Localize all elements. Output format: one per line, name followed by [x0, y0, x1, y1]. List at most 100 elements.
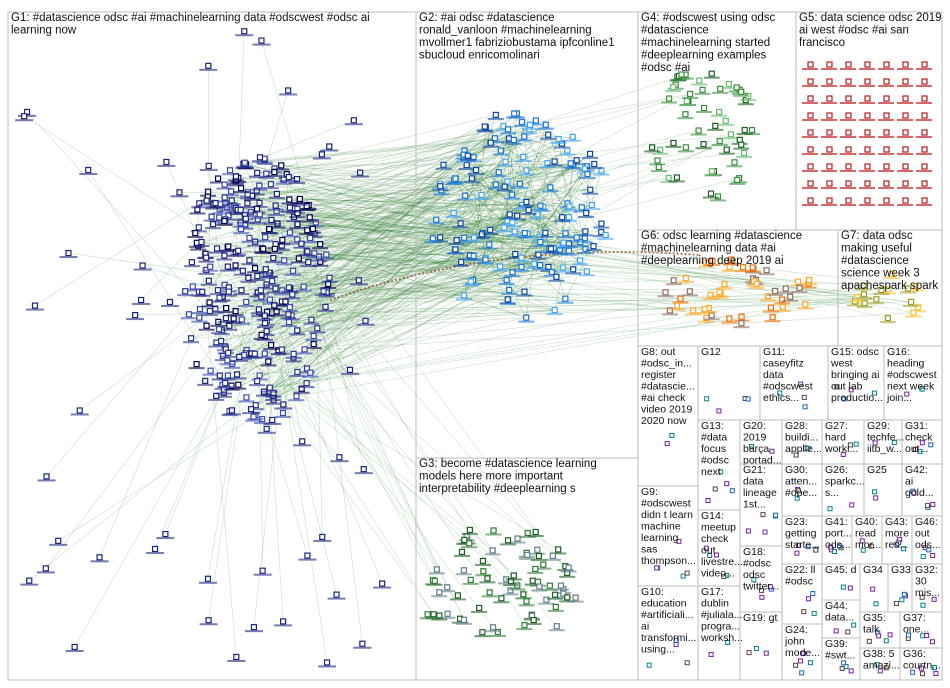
node: [531, 260, 538, 268]
edge: [310, 223, 461, 239]
node-label: [198, 272, 215, 275]
node-label: [677, 150, 694, 153]
node: [924, 633, 930, 639]
edge: [285, 292, 666, 302]
edge: [281, 165, 593, 206]
edge: [473, 237, 560, 251]
node-label: [485, 533, 502, 536]
node: [304, 552, 311, 559]
edge: [310, 186, 441, 373]
node: [433, 216, 440, 223]
node-label: [202, 269, 219, 272]
group-label: starte...: [785, 539, 820, 551]
edge: [244, 162, 475, 238]
node: [902, 78, 909, 85]
node: [555, 546, 562, 553]
node-label: [516, 294, 533, 297]
node: [221, 217, 228, 225]
node-label: [241, 240, 258, 243]
node-label: [265, 398, 282, 401]
node: [714, 193, 722, 200]
edge: [309, 217, 471, 282]
node: [254, 378, 261, 385]
node-label: [495, 129, 512, 132]
node-label: [916, 153, 932, 155]
node: [460, 567, 467, 574]
node: [536, 583, 543, 590]
node: [917, 448, 923, 454]
node: [457, 220, 464, 227]
node: [745, 528, 751, 534]
edge: [246, 349, 493, 551]
node: [310, 332, 317, 340]
node-label: [220, 218, 237, 221]
node-label: [916, 85, 932, 87]
node: [472, 166, 480, 174]
node: [222, 314, 230, 322]
node: [721, 574, 727, 580]
edge: [455, 178, 483, 235]
node: [518, 118, 526, 126]
edge: [463, 154, 586, 239]
node-label: [493, 601, 510, 604]
group-label: #odsc #ai: [641, 62, 690, 74]
group-label: mode...: [785, 647, 820, 659]
edge: [323, 279, 674, 292]
node: [312, 219, 319, 226]
node-label: [821, 85, 837, 87]
node: [221, 181, 228, 188]
node: [883, 146, 890, 153]
node: [807, 61, 814, 68]
node: [257, 287, 264, 294]
node: [279, 618, 287, 625]
node: [845, 61, 852, 68]
node: [873, 296, 880, 303]
edge: [306, 250, 470, 256]
edge: [191, 317, 527, 339]
edge: [285, 155, 468, 302]
node: [440, 161, 447, 168]
node-label: [261, 390, 278, 393]
node: [253, 205, 261, 212]
node-label: [677, 117, 694, 120]
node: [532, 565, 539, 573]
node-label: [696, 312, 713, 315]
node-label: [735, 155, 752, 158]
node: [187, 335, 195, 342]
node: [251, 265, 259, 272]
node-label: [274, 293, 291, 296]
node-label: [840, 153, 856, 155]
node-label: [515, 159, 532, 162]
node: [796, 284, 803, 292]
node: [196, 314, 203, 321]
node-label: [251, 217, 268, 220]
node: [207, 367, 214, 374]
node-label: [586, 166, 603, 169]
node-label: [539, 166, 556, 169]
node-label: [532, 268, 549, 271]
group-label: G23:: [785, 516, 808, 528]
node: [883, 665, 889, 671]
edge: [275, 288, 882, 291]
node-label: [878, 187, 894, 189]
edge: [225, 317, 527, 384]
node: [233, 371, 241, 378]
node: [467, 278, 474, 285]
node: [537, 238, 544, 246]
node-label: [767, 294, 784, 297]
edge: [257, 157, 464, 174]
node-label: [244, 630, 263, 633]
node: [272, 285, 279, 292]
node: [204, 575, 212, 582]
edge: [454, 138, 559, 250]
group-label: sas: [641, 544, 657, 556]
node: [725, 80, 732, 88]
edge: [296, 178, 563, 218]
node-label: [268, 196, 285, 199]
node-label: [216, 392, 233, 395]
node: [919, 440, 925, 446]
node-label: [303, 322, 320, 325]
node: [233, 653, 240, 661]
node: [891, 440, 897, 446]
group-label: G34: [863, 564, 883, 576]
